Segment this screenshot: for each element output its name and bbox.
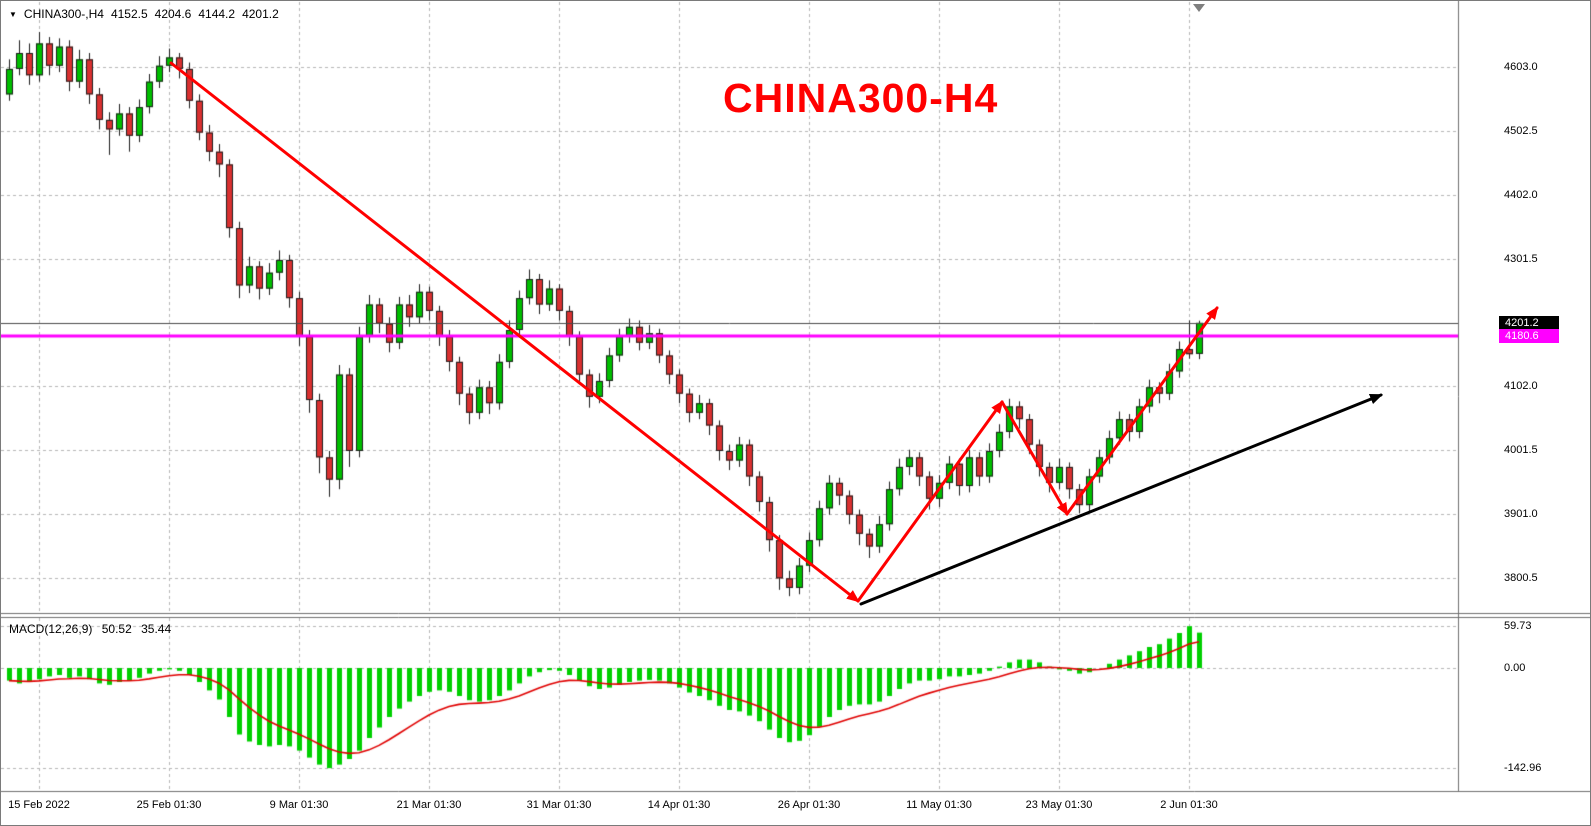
price-tick-label: 4301.5 bbox=[1504, 252, 1538, 265]
ohlc-low: 4144.2 bbox=[198, 7, 236, 21]
price-tick-label: 4402.0 bbox=[1504, 188, 1538, 201]
macd-main-value: 50.52 bbox=[101, 622, 132, 636]
price-tick-label: 3800.5 bbox=[1504, 572, 1538, 585]
date-tick-label: 14 Apr 01:30 bbox=[647, 799, 711, 811]
price-tick-label: 3901.0 bbox=[1504, 508, 1538, 521]
date-tick-label: 15 Feb 2022 bbox=[8, 799, 70, 811]
chart-shift-marker-icon[interactable] bbox=[1193, 4, 1205, 12]
date-tick-label: 26 Apr 01:30 bbox=[777, 799, 841, 811]
date-tick-label: 2 Jun 01:30 bbox=[1160, 799, 1218, 811]
macd-tick-label: -142.96 bbox=[1504, 762, 1542, 775]
chart-title-annotation[interactable]: CHINA300-H4 bbox=[723, 75, 999, 121]
symbol-dropdown-icon[interactable]: ▼ bbox=[9, 9, 17, 19]
hline-price-badge: 4180.6 bbox=[1499, 328, 1559, 343]
macd-tick-label: 59.73 bbox=[1504, 620, 1532, 633]
date-tick-label: 11 May 01:30 bbox=[906, 799, 972, 811]
macd-indicator-label: MACD(12,26,9) 50.52 35.44 bbox=[9, 622, 177, 636]
price-tick-label: 4603.0 bbox=[1504, 61, 1538, 73]
price-tick-label: 4502.5 bbox=[1504, 124, 1538, 137]
price-tick-label: 4102.0 bbox=[1504, 380, 1538, 393]
date-tick-label: 23 May 01:30 bbox=[1025, 799, 1093, 811]
ohlc-open: 4152.5 bbox=[110, 7, 148, 21]
ohlc-close: 4201.2 bbox=[242, 7, 279, 21]
ohlc-high: 4204.6 bbox=[154, 7, 192, 21]
macd-tick-label: 0.00 bbox=[1504, 662, 1526, 674]
symbol-name: CHINA300-,H4 bbox=[23, 7, 104, 21]
date-tick-label: 25 Feb 01:30 bbox=[136, 799, 202, 811]
current-price-badge: 4201.2 bbox=[1499, 315, 1559, 330]
macd-signal-value: 35.44 bbox=[141, 622, 172, 636]
macd-name: MACD(12,26,9) bbox=[9, 622, 93, 636]
symbol-info-bar: ▼ CHINA300-,H4 4152.5 4204.6 4144.2 4201… bbox=[9, 7, 279, 21]
date-tick-label: 21 Mar 01:30 bbox=[396, 799, 462, 811]
date-tick-label: 9 Mar 01:30 bbox=[269, 799, 329, 811]
price-tick-label: 4001.5 bbox=[1504, 444, 1538, 457]
date-tick-label: 31 Mar 01:30 bbox=[526, 799, 592, 811]
